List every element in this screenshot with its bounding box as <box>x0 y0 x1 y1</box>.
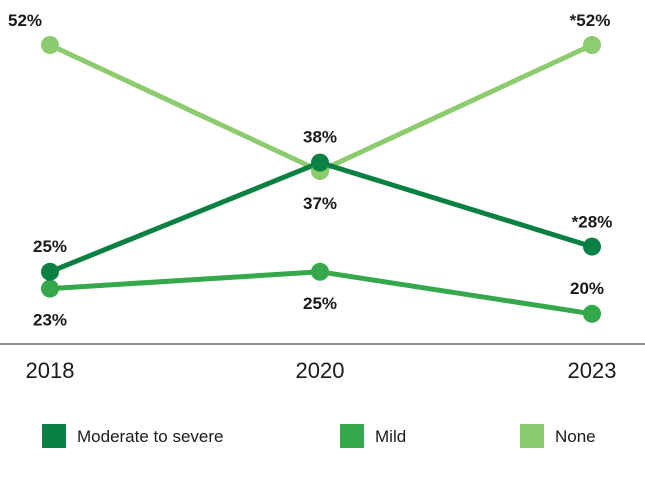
x-tick-labels: 2018 2020 2023 <box>26 358 617 383</box>
data-point-moderate-to-severe-2023 <box>583 237 601 256</box>
data-point-moderate-to-severe-2018 <box>41 262 59 281</box>
data-point-mild-2020 <box>311 262 329 281</box>
data-labels: 25% 38% *28% 23% 25% 20% 52% 37% *52% <box>8 11 612 330</box>
x-tick-label-2023: 2023 <box>568 358 617 383</box>
series-line-none <box>47 42 595 174</box>
data-label-none-2023: *52% <box>570 11 611 30</box>
data-label-mild-2020: 25% <box>303 294 337 313</box>
data-point-mild-2018 <box>41 279 59 298</box>
data-point-none-2018 <box>41 36 59 54</box>
legend-swatch-none <box>520 424 544 448</box>
series-points <box>41 36 601 323</box>
data-label-moderate-to-severe-2020: 38% <box>303 128 337 147</box>
data-point-mild-2023 <box>583 304 601 323</box>
legend-label-mild: Mild <box>375 427 406 446</box>
data-point-none-2023 <box>583 36 601 54</box>
legend: Moderate to severe Mild None <box>42 424 596 448</box>
data-point-moderate-to-severe-2020 <box>311 153 329 172</box>
data-label-none-2018: 52% <box>8 11 42 30</box>
data-label-moderate-to-severe-2018: 25% <box>33 237 67 256</box>
data-label-mild-2018: 23% <box>33 311 67 330</box>
data-label-mild-2023: 20% <box>570 279 604 298</box>
data-label-none-2020: 37% <box>303 194 337 213</box>
legend-swatch-mild <box>340 424 364 448</box>
legend-swatch-moderate-to-severe <box>42 424 66 448</box>
x-tick-label-2020: 2020 <box>296 358 345 383</box>
data-label-moderate-to-severe-2023: *28% <box>572 213 613 232</box>
legend-label-none: None <box>555 427 596 446</box>
legend-label-moderate-to-severe: Moderate to severe <box>77 427 223 446</box>
x-tick-label-2018: 2018 <box>26 358 75 383</box>
